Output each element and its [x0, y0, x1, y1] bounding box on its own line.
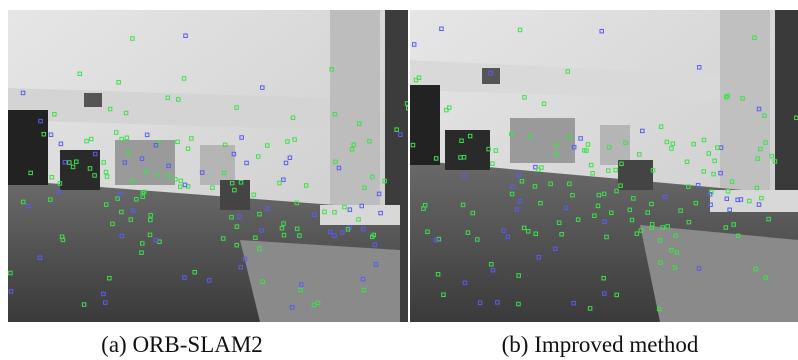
sign	[84, 93, 102, 107]
box	[200, 145, 235, 185]
floor	[640, 225, 798, 322]
photo-b	[410, 10, 798, 322]
device	[445, 130, 490, 170]
sign	[482, 68, 500, 84]
device	[220, 180, 250, 210]
caption: (a) ORB-SLAM2	[101, 332, 263, 357]
caption: (b) Improved method	[502, 332, 699, 357]
power-strip	[710, 190, 798, 212]
pillar	[330, 10, 380, 210]
page: (a) ORB-SLAM2 (b) Improved method (() =>…	[0, 0, 798, 360]
photo-a	[8, 10, 408, 322]
pillar	[720, 10, 770, 190]
box	[510, 118, 575, 163]
box	[115, 140, 175, 185]
figure: (a) ORB-SLAM2 (b) Improved method	[0, 0, 798, 360]
chair	[410, 85, 440, 165]
